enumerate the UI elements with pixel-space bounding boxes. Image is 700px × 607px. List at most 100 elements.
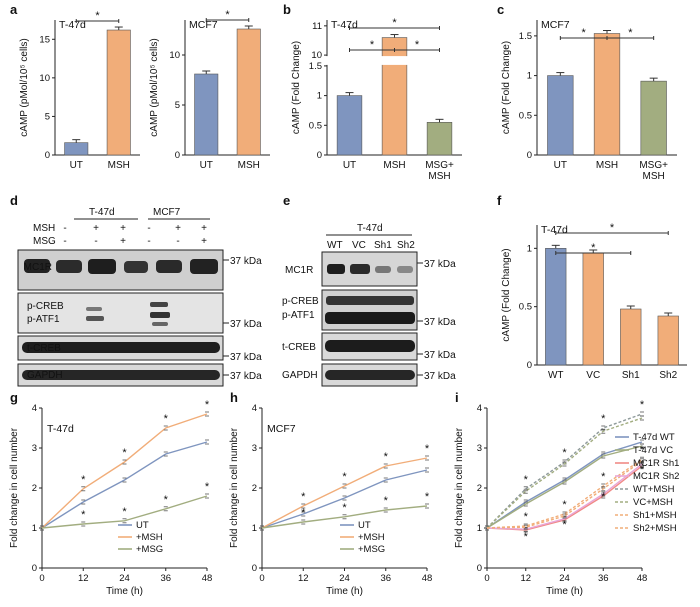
significance-star: *	[164, 494, 169, 506]
blot-e-lane-vc: VC	[352, 240, 366, 251]
x-axis-label: Time (h)	[106, 586, 143, 597]
category-label: UT	[343, 160, 356, 171]
legend-label: VC+MSH	[633, 497, 673, 508]
blot-d-tcreb-bands	[22, 342, 220, 353]
bar	[64, 142, 89, 156]
blot-d-band-pcreb: p-CREB	[27, 301, 64, 312]
panel-label-h: h	[230, 390, 238, 405]
significance-star: *	[425, 491, 430, 503]
blot-d-kda-1: 37 kDa	[230, 256, 262, 267]
series-line	[261, 469, 428, 529]
blot-e-lane-sh1: Sh1	[374, 240, 392, 251]
significance-star: *	[301, 507, 306, 519]
y-tick-label: 4	[252, 403, 257, 414]
y-axis-label: cAMP (Fold Change)	[501, 41, 512, 134]
significance-star: *	[582, 27, 587, 39]
significance-star: *	[425, 443, 430, 455]
y-tick-label: 0	[175, 150, 180, 161]
significance-star: *	[628, 27, 633, 39]
series-line	[261, 457, 428, 529]
y-axis-label: cAMP (pMol/10⁵ cells)	[19, 38, 30, 136]
category-label: UT	[200, 160, 213, 171]
y-tick-label: 10	[169, 50, 180, 61]
blot-e-gapdh-bands	[325, 370, 415, 380]
blot-e-kda-3: 37 kDa	[424, 350, 456, 361]
blot-e-kda-4: 37 kDa	[424, 371, 456, 382]
series-line	[486, 445, 643, 529]
msh-lane-mark: +	[93, 223, 99, 234]
panel-label-g: g	[10, 390, 18, 405]
blot-d-msg-label: MSG	[33, 236, 56, 247]
x-tick-label: 36	[160, 573, 171, 584]
y-tick-label: 0.5	[519, 302, 532, 313]
blot-d-mc1r-bands	[24, 259, 218, 274]
blot-e-lane-sh2: Sh2	[397, 240, 415, 251]
y-tick-label: 5	[175, 100, 180, 111]
y-tick-label: 2	[252, 483, 257, 494]
y-axis-label: Fold change in cell number	[454, 427, 465, 548]
y-tick-label: 11	[312, 21, 322, 32]
x-tick-label: 36	[380, 573, 391, 584]
significance-star: *	[640, 444, 645, 456]
panel-label-i: i	[455, 390, 459, 405]
significance-star: *	[562, 499, 567, 511]
legend-label: UT	[136, 520, 149, 531]
blot-d-lane-marks: - + + - + + - - + - - +	[63, 223, 207, 247]
category-label: VC	[586, 370, 600, 381]
y-axis-label: cAMP (Fold Change)	[501, 248, 512, 341]
bar	[657, 315, 679, 366]
significance-star: *	[122, 506, 127, 518]
legend-label: +MSG	[358, 544, 385, 555]
blot-e-band-gapdh: GAPDH	[282, 370, 318, 381]
y-tick-label: 3	[32, 443, 37, 454]
x-tick-label: 48	[202, 573, 213, 584]
y-tick-label: 1	[252, 523, 257, 534]
significance-star: *	[384, 495, 389, 507]
panel-label-f: f	[497, 193, 502, 208]
y-tick-label: 1	[527, 71, 532, 82]
significance-star: *	[415, 39, 420, 51]
y-tick-label: 4	[477, 403, 482, 414]
legend-label: +MSH	[136, 532, 163, 543]
msh-lane-mark: +	[201, 223, 207, 234]
panel-label-b: b	[283, 2, 291, 17]
chart-title: T-47d	[541, 224, 568, 236]
y-tick-label: 1	[527, 243, 532, 254]
y-tick-label: 0	[45, 150, 50, 161]
significance-star: *	[81, 474, 86, 486]
legend-label: T-47d WT	[633, 432, 675, 443]
chart-title: T-47d	[47, 423, 74, 435]
blot-d-group-1: T-47d	[89, 207, 115, 218]
chart-b: 0 0.5 1 1.510 11 cAMP (Fold Change) T-47d UT MSH…	[291, 17, 462, 182]
blot-d-band-tcreb: t-CREB	[27, 343, 61, 354]
y-tick-label: 1	[317, 91, 322, 102]
series-line	[486, 460, 643, 529]
blot-e-kda-2: 37 kDa	[424, 317, 456, 328]
x-tick-label: 36	[598, 573, 609, 584]
chart-title: MCF7	[267, 423, 296, 435]
y-axis-label: cAMP (Fold Change)	[291, 41, 302, 134]
y-tick-label: 0.5	[309, 120, 322, 131]
x-tick-label: 24	[119, 573, 130, 584]
significance-star: *	[601, 471, 606, 483]
bar	[381, 37, 408, 156]
category-label: MSH	[383, 160, 405, 171]
significance-star: *	[524, 511, 529, 523]
category-label: MSG+	[639, 160, 668, 171]
significance-star: *	[342, 471, 347, 483]
significance-star: *	[524, 474, 529, 486]
category-label: MSG+	[425, 160, 454, 171]
chart-title: MCF7	[541, 19, 570, 31]
series-line	[41, 413, 208, 529]
bar	[236, 28, 261, 156]
significance-star: *	[81, 509, 86, 521]
blot-e-mc1r-bands	[327, 264, 413, 274]
significance-star: *	[95, 10, 100, 22]
bar	[426, 122, 453, 156]
x-tick-label: 0	[259, 573, 264, 584]
y-tick-label: 0	[252, 563, 257, 574]
msh-lane-mark: +	[175, 223, 181, 234]
significance-star: *	[342, 502, 347, 514]
